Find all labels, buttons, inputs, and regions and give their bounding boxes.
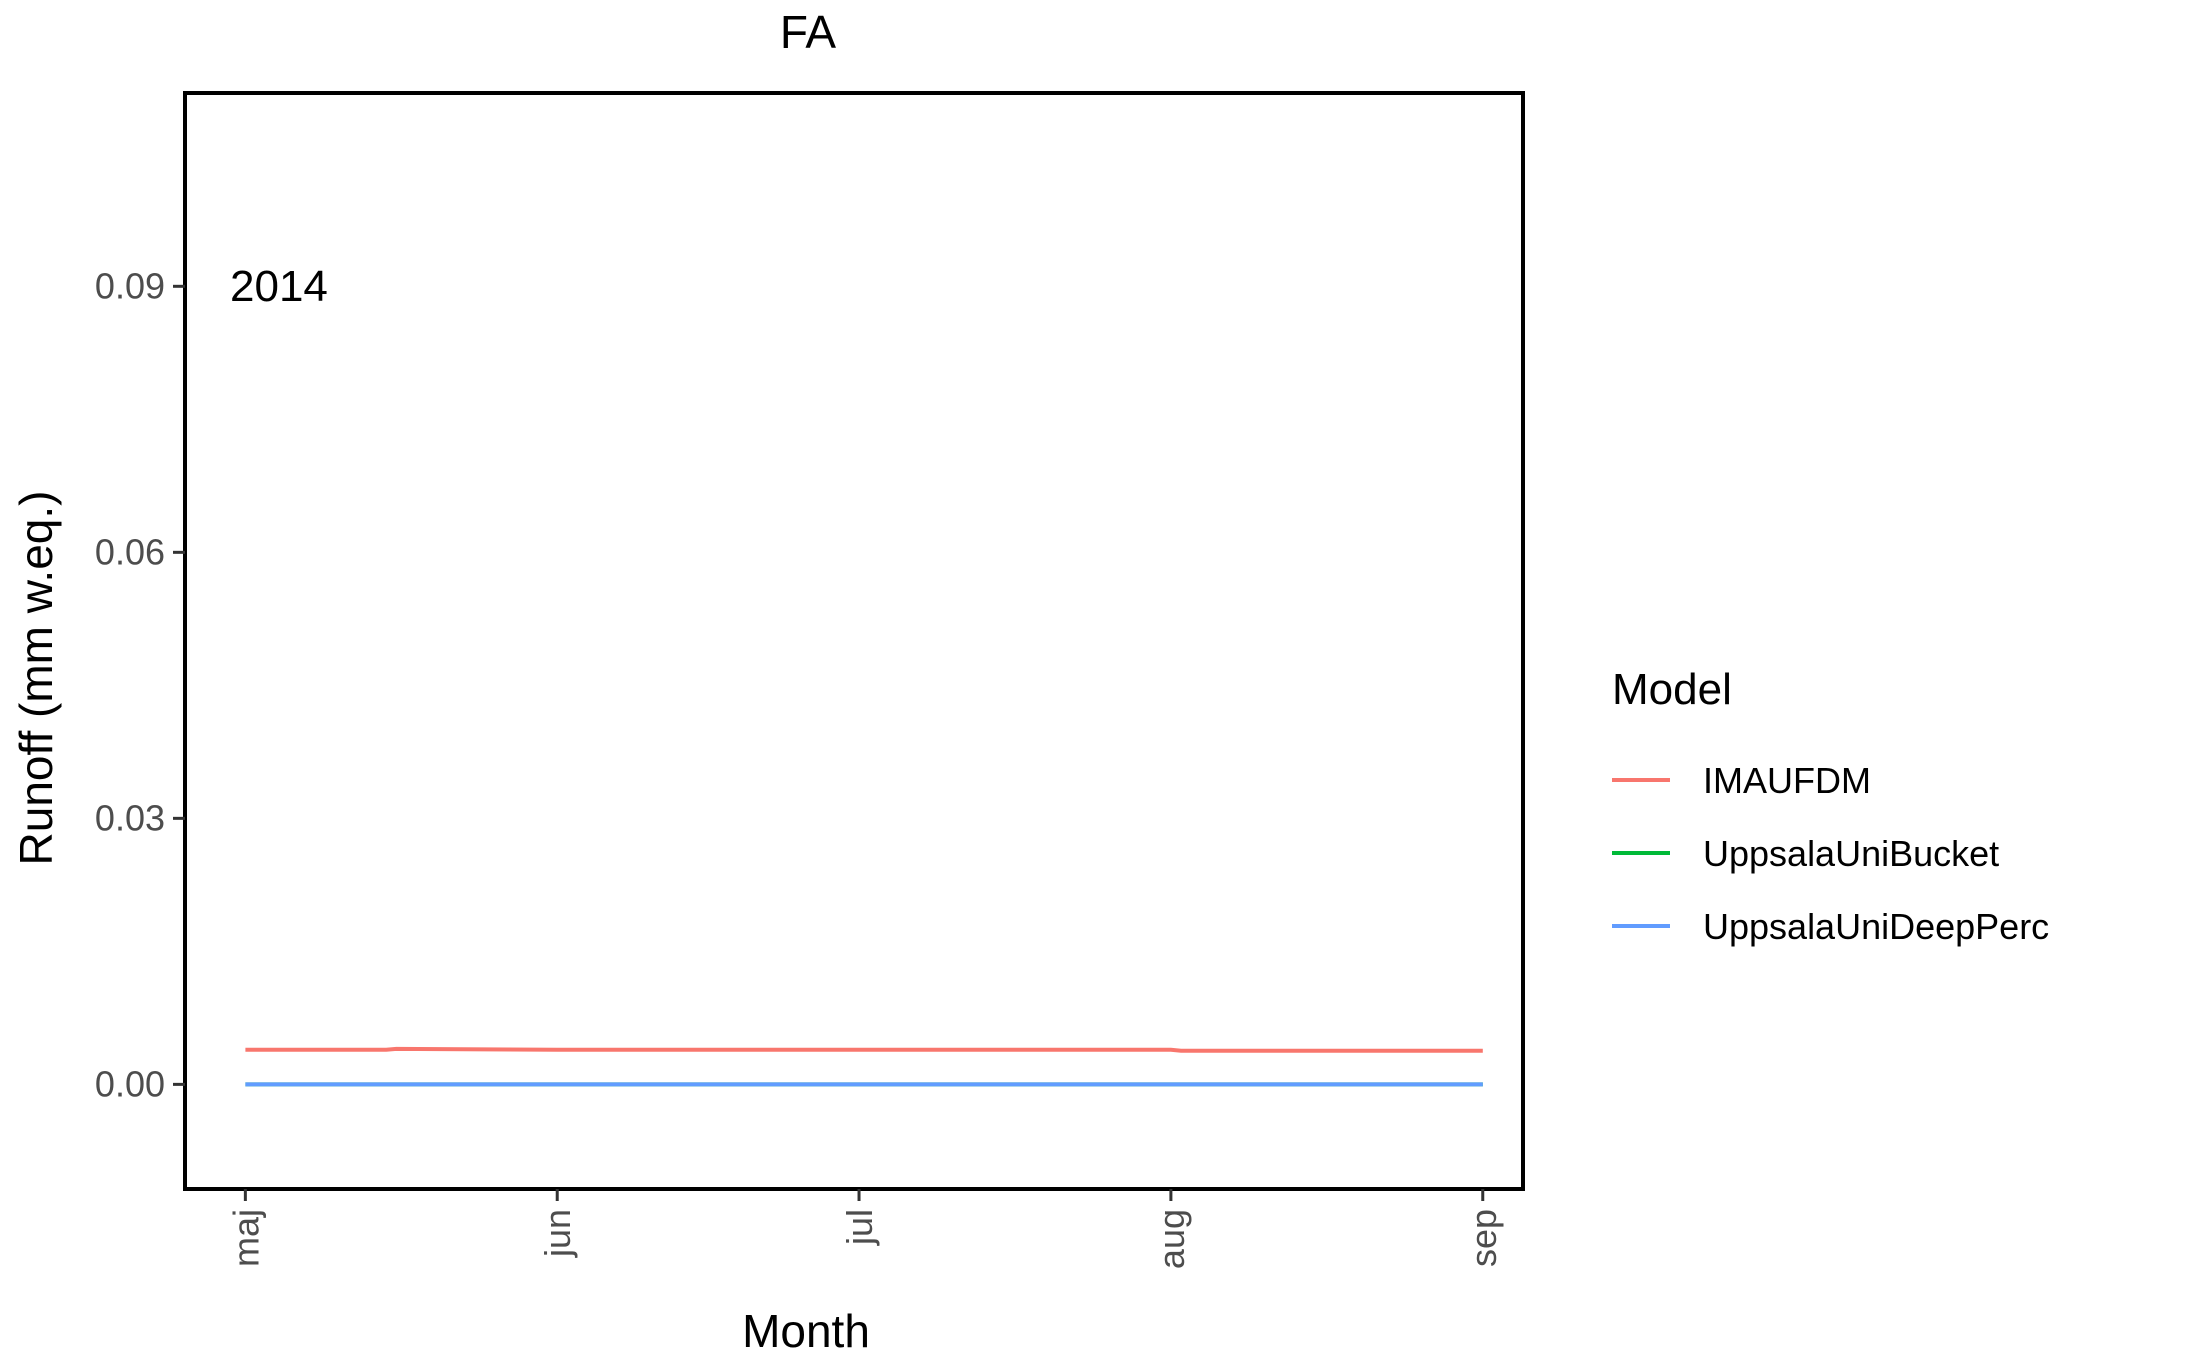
plot-panel <box>185 93 1523 1189</box>
year-annotation: 2014 <box>230 262 328 311</box>
plot-border <box>183 91 1525 1191</box>
y-tick-label: 0.06 <box>95 531 165 572</box>
chart-title: FA <box>780 6 837 58</box>
legend-items: IMAUFDM UppsalaUniBucket UppsalaUniDeepPer… <box>1612 760 2049 947</box>
y-tick-label: 0.09 <box>95 265 165 306</box>
x-tick-label: jun <box>537 1209 578 1258</box>
y-tick-label: 0.00 <box>95 1063 165 1104</box>
legend-title: Model <box>1612 665 1732 714</box>
x-axis-label: Month <box>742 1305 870 1350</box>
series-layer <box>245 1046 1483 1087</box>
x-axis: maj jun jul aug sep <box>225 1189 1504 1269</box>
legend: Model IMAUFDM UppsalaUniBucket UppsalaUniD… <box>1612 665 2049 947</box>
y-axis-label: Runoff (mm w.eq.) <box>10 491 62 866</box>
x-tick-label: aug <box>1151 1209 1192 1269</box>
series-line-imaufdm <box>245 1046 1483 1053</box>
x-tick-label: maj <box>225 1209 266 1267</box>
legend-label: UppsalaUniDeepPerc <box>1703 906 2049 947</box>
x-tick-label: jul <box>839 1209 880 1246</box>
legend-label: IMAUFDM <box>1703 760 1871 801</box>
y-tick-label: 0.03 <box>95 797 165 838</box>
y-axis: 0.00 0.03 0.06 0.09 <box>95 265 185 1104</box>
x-tick-label: sep <box>1463 1209 1504 1267</box>
legend-label: UppsalaUniBucket <box>1703 833 1999 874</box>
